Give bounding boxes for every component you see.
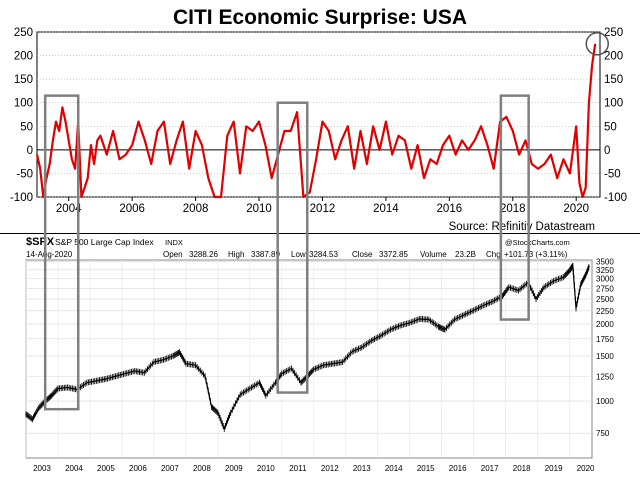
low-value: 3284.53: [309, 250, 338, 259]
bottom-x-tick-label: 2013: [353, 464, 371, 473]
top-y-tick-label-left: 0: [27, 145, 33, 157]
bottom-x-tick-label: 2004: [65, 464, 83, 473]
highlight-circle: [585, 32, 609, 56]
bottom-y-tick-label: 2250: [596, 307, 614, 316]
top-x-tick-label: 2004: [56, 203, 82, 215]
top-chart-title: CITI Economic Surprise: USA: [173, 6, 467, 29]
close-label: Close: [352, 250, 373, 259]
top-y-tick-label-right: 0: [604, 145, 610, 157]
bottom-y-tick-label: 1000: [596, 397, 614, 406]
low-label: Low: [291, 250, 306, 259]
bottom-y-tick-label: 2750: [596, 284, 614, 293]
top-x-tick-label: 2018: [500, 203, 526, 215]
bottom-x-tick-label: 2009: [225, 464, 243, 473]
close-value: 3372.85: [379, 250, 408, 259]
top-y-tick-label-right: 50: [604, 121, 617, 133]
chg-value: +101.73 (+3.11%): [504, 250, 568, 259]
spx-exchange: INDX: [165, 238, 183, 247]
bottom-y-tick-label: 1750: [596, 335, 614, 344]
spx-index-name: S&P 500 Large Cap Index: [55, 237, 154, 247]
bottom-y-tick-label: 3000: [596, 275, 614, 284]
spx-date: 14-Aug-2020: [26, 250, 73, 259]
bottom-x-tick-label: 2007: [161, 464, 179, 473]
top-y-tick-label-left: 250: [14, 27, 33, 39]
bottom-y-tick-label: 3500: [596, 258, 614, 267]
top-y-tick-label-right: -100: [604, 192, 627, 204]
bottom-x-tick-label: 2018: [513, 464, 531, 473]
highlight-box: [276, 101, 309, 394]
top-x-tick-label: 2010: [246, 203, 272, 215]
spx-price-panel: $SPX S&P 500 Large Cap Index INDX @Stock…: [25, 236, 614, 473]
economic-surprise-panel: CITI Economic Surprise: USA -100 -50 0 50 10…: [0, 0, 640, 234]
top-y-tick-label-left: 150: [14, 74, 33, 86]
bottom-x-tick-label: 2015: [417, 464, 435, 473]
open-value: 3288.26: [189, 250, 218, 259]
top-x-tick-label: 2016: [437, 203, 463, 215]
bottom-y-tick-label: 1250: [596, 372, 614, 381]
top-y-tick-label-left: 200: [14, 51, 33, 63]
bottom-x-tick-label: 2016: [449, 464, 467, 473]
bottom-y-tick-label: 3250: [596, 266, 614, 275]
top-x-tick-label: 2020: [563, 203, 589, 215]
bottom-x-tick-label: 2003: [33, 464, 51, 473]
top-plot-frame: [36, 31, 601, 198]
bottom-x-tick-label: 2010: [257, 464, 275, 473]
bottom-x-tick-label: 2017: [481, 464, 499, 473]
top-y-tick-label-right: 100: [604, 98, 623, 110]
high-label: High: [228, 250, 244, 259]
top-y-tick-label-right: 150: [604, 74, 623, 86]
surprise-index-line: [35, 43, 597, 199]
bottom-x-tick-label: 2005: [97, 464, 115, 473]
highlight-box: [43, 94, 80, 411]
top-y-tick-label-right: -50: [604, 168, 621, 180]
volume-label: Volume: [420, 250, 447, 259]
top-x-tick-label: 2014: [373, 203, 399, 215]
top-y-tick-label-left: 100: [14, 98, 33, 110]
bottom-y-tick-label: 1500: [596, 352, 614, 361]
top-y-tick-label-right: 200: [604, 51, 623, 63]
open-label: Open: [163, 250, 183, 259]
top-x-tick-label: 2008: [183, 203, 209, 215]
top-x-tick-label: 2006: [119, 203, 145, 215]
top-x-tick-label: 2012: [310, 203, 336, 215]
highlight-box: [499, 94, 530, 321]
bottom-x-tick-label: 2006: [129, 464, 147, 473]
bottom-y-tick-label: 750: [596, 429, 610, 438]
top-y-tick-label-left: -100: [10, 192, 33, 204]
top-y-tick-label-right: 250: [604, 27, 623, 39]
top-y-tick-label-left: -50: [16, 168, 33, 180]
bottom-x-tick-label: 2012: [321, 464, 339, 473]
chg-label: Chg: [486, 250, 501, 259]
spx-symbol: $SPX: [26, 236, 55, 248]
bottom-y-tick-label: 2000: [596, 320, 614, 329]
source-note: Source: Refinitiv Datastream: [449, 221, 595, 233]
bottom-x-tick-label: 2019: [545, 464, 563, 473]
bottom-y-tick-label: 2500: [596, 295, 614, 304]
bottom-x-tick-label: 2014: [385, 464, 403, 473]
top-y-tick-label-left: 50: [20, 121, 33, 133]
high-value: 3387.89: [251, 250, 280, 259]
top-panel-background: [0, 0, 640, 234]
bottom-x-tick-label: 2020: [577, 464, 595, 473]
stockcharts-watermark: @StockCharts.com: [505, 238, 570, 247]
volume-value: 23.2B: [455, 250, 476, 259]
bottom-x-tick-label: 2008: [193, 464, 211, 473]
bottom-x-tick-label: 2011: [289, 464, 307, 473]
